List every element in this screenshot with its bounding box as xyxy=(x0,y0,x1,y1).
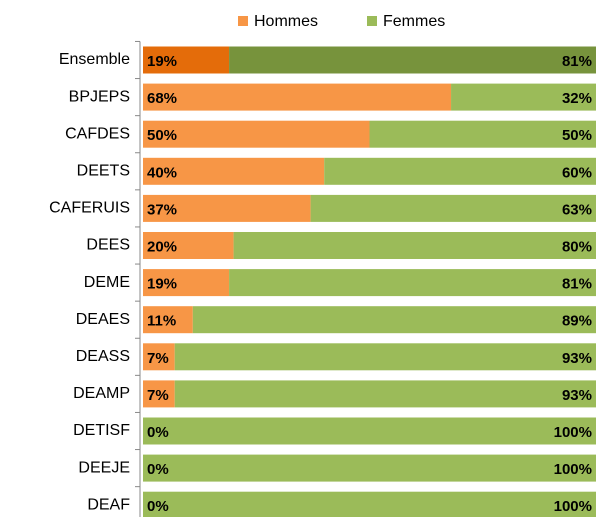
value-label: 0% xyxy=(147,424,169,441)
bar-segment xyxy=(143,417,596,445)
y-tick-label: Ensemble xyxy=(59,51,130,68)
value-label: 100% xyxy=(554,498,592,515)
bar-segment xyxy=(174,343,596,371)
y-tick-label: DEES xyxy=(86,237,130,254)
y-tick-label: DEAF xyxy=(87,496,130,513)
value-label: 7% xyxy=(147,387,169,404)
bar-segment xyxy=(143,454,596,482)
bar-segment xyxy=(143,120,370,148)
bar-segment xyxy=(143,232,234,259)
value-label: 89% xyxy=(562,313,592,330)
value-label: 68% xyxy=(147,90,177,107)
value-label: 100% xyxy=(554,461,592,478)
y-tick-label: DEAES xyxy=(76,311,130,328)
legend-label: Femmes xyxy=(383,13,445,30)
bar-segment xyxy=(451,83,596,111)
value-label: 81% xyxy=(562,276,592,293)
bar-segment xyxy=(143,269,230,297)
bar-segment xyxy=(143,83,452,111)
value-label: 100% xyxy=(554,424,592,441)
value-label: 50% xyxy=(147,127,177,144)
bar-segment xyxy=(143,194,311,222)
bar-segment xyxy=(229,269,596,297)
bar-segment xyxy=(324,157,596,185)
value-label: 0% xyxy=(147,498,169,515)
value-label: 7% xyxy=(147,350,169,367)
bar-segment xyxy=(143,380,175,408)
bar-segment xyxy=(192,306,596,334)
bar-segment xyxy=(369,120,596,148)
value-label: 60% xyxy=(562,164,592,181)
bar-segment xyxy=(229,46,596,74)
value-label: 40% xyxy=(147,164,177,181)
bar-segment xyxy=(233,232,596,259)
value-label: 32% xyxy=(562,90,592,107)
value-label: 63% xyxy=(562,201,592,218)
value-label: 50% xyxy=(562,127,592,144)
legend-label: Hommes xyxy=(254,13,318,30)
y-tick-label: CAFERUIS xyxy=(49,200,130,217)
bar-segment xyxy=(143,157,325,185)
bar-segment xyxy=(143,306,193,334)
bar-segment xyxy=(143,491,596,517)
value-label: 93% xyxy=(562,387,592,404)
y-tick-label: DEAMP xyxy=(73,385,130,402)
y-tick-label: BPJEPS xyxy=(69,88,130,105)
legend-swatch xyxy=(238,16,248,26)
y-tick-label: DETISF xyxy=(73,422,130,439)
value-label: 37% xyxy=(147,201,177,218)
value-label: 19% xyxy=(147,276,177,293)
value-label: 20% xyxy=(147,238,177,255)
y-tick-label: DEETS xyxy=(77,163,130,180)
y-tick-label: DEME xyxy=(84,274,130,291)
bar-segment xyxy=(174,380,596,408)
bar-segment xyxy=(143,343,175,371)
legend-swatch xyxy=(367,16,377,26)
y-tick-label: DEASS xyxy=(76,348,130,365)
value-label: 93% xyxy=(562,350,592,367)
bar-segment xyxy=(310,194,596,222)
value-label: 81% xyxy=(562,53,592,70)
y-tick-label: DEEJE xyxy=(78,459,130,476)
bar-segment xyxy=(143,46,230,74)
value-label: 11% xyxy=(147,313,176,330)
value-label: 0% xyxy=(147,461,169,478)
value-label: 19% xyxy=(147,53,177,70)
value-label: 80% xyxy=(562,238,592,255)
y-tick-label: CAFDES xyxy=(65,125,130,142)
